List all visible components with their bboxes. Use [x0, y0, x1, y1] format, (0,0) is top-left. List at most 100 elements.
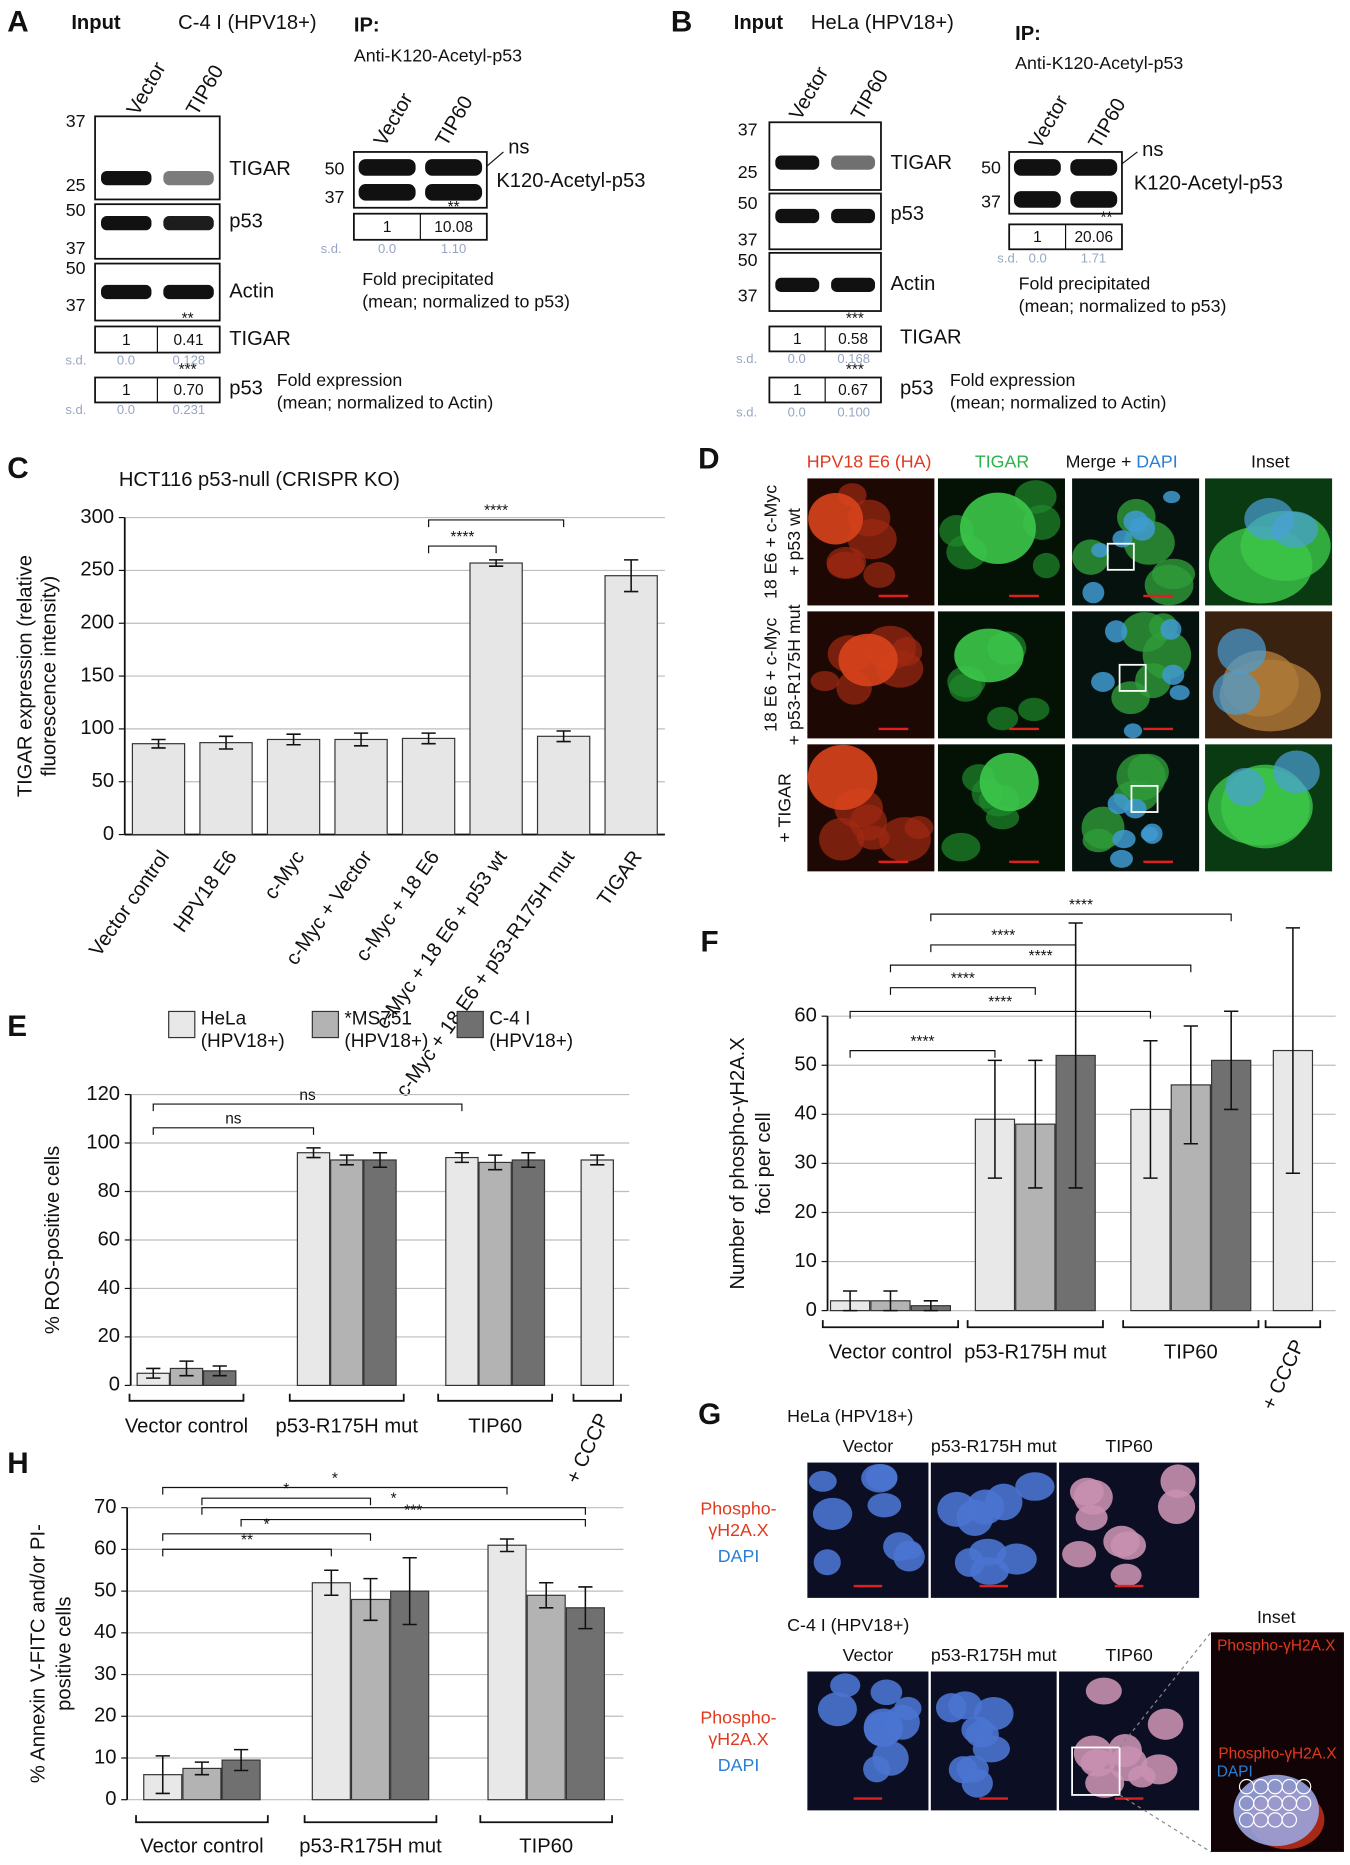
cell	[1062, 1540, 1097, 1568]
inset-guide	[1119, 1631, 1212, 1853]
error-bar	[218, 735, 234, 750]
error-bar	[212, 1365, 227, 1377]
bar	[580, 1159, 614, 1386]
cell	[941, 832, 981, 862]
cell	[830, 1673, 861, 1698]
cell	[1144, 564, 1194, 606]
ip-title: IP:	[1015, 23, 1041, 45]
sd-value: 0.0	[788, 405, 806, 420]
sd-value: 0.231	[173, 402, 206, 417]
band	[1013, 159, 1061, 176]
x-tick-label: p53-R175H mut	[964, 1342, 1107, 1364]
cell	[810, 670, 840, 692]
cell	[1085, 1677, 1122, 1705]
bar	[390, 1590, 430, 1801]
lane-label: TIP60	[432, 92, 478, 150]
cell	[1111, 681, 1150, 715]
cell	[1140, 826, 1159, 842]
mw-marker: 37	[981, 192, 1001, 212]
blot	[94, 115, 221, 201]
cell	[1080, 1749, 1115, 1777]
mw-marker: 37	[738, 119, 758, 139]
significance: ***	[179, 361, 197, 378]
y-tick-label: 0	[105, 1788, 116, 1810]
band	[101, 284, 152, 300]
cell	[954, 1548, 985, 1577]
y-axis-label: fluorescence intensity)	[38, 576, 60, 777]
bar	[604, 575, 658, 836]
error-bar	[883, 1290, 898, 1312]
cell	[1082, 581, 1105, 604]
quant-value: 1	[1033, 229, 1042, 246]
ns-pointer	[1121, 151, 1138, 165]
row-label: 18 E6 + c-Myc	[760, 618, 780, 732]
error-bar	[488, 1154, 503, 1171]
bar	[478, 1161, 512, 1386]
mw-marker: 50	[325, 158, 345, 178]
cell-line: HeLa (HPV18+)	[787, 1406, 913, 1426]
band	[775, 155, 820, 170]
significance: ****	[484, 503, 508, 520]
y-axis-label: positive cells	[54, 1597, 76, 1711]
y-tick-label: 0	[806, 1299, 817, 1321]
y-tick-label: 10	[94, 1746, 116, 1768]
band	[163, 216, 214, 231]
error-bar	[923, 1300, 938, 1312]
mw-marker: 25	[738, 162, 758, 182]
cell-line: C-4 I (HPV18+)	[787, 1615, 909, 1635]
cell	[813, 1549, 841, 1576]
band	[1070, 191, 1118, 208]
band	[831, 155, 876, 170]
quant-value: 0.67	[838, 382, 868, 399]
cell	[808, 1470, 837, 1492]
sd-label: s.d.	[736, 351, 757, 366]
cell	[1091, 671, 1115, 692]
stain-label: γH2A.X	[708, 1520, 768, 1540]
ns-label: ns	[1142, 139, 1163, 161]
stain-label: DAPI	[1217, 1763, 1253, 1780]
x-tick-label: Vector control	[125, 1415, 248, 1437]
error-bar	[590, 1154, 605, 1166]
legend-swatch	[456, 1010, 484, 1039]
blot	[94, 203, 221, 260]
ip-antibody: Anti-K120-Acetyl-p53	[354, 46, 522, 66]
cell	[861, 1463, 898, 1493]
cell	[1110, 1563, 1142, 1587]
cell	[807, 744, 878, 811]
bar	[469, 562, 523, 836]
band	[775, 277, 820, 293]
significance: ****	[911, 1033, 935, 1050]
mw-marker: 37	[66, 238, 86, 258]
cell	[863, 562, 896, 588]
inset-box	[1071, 1746, 1121, 1796]
x-tick-label: p53-R175H mut	[276, 1415, 419, 1437]
cell	[826, 551, 865, 580]
x-tick-label: p53-R175H mut	[299, 1836, 442, 1858]
error-bar	[521, 1151, 536, 1169]
y-axis-label: foci per cell	[753, 1112, 775, 1214]
y-tick-label: 20	[794, 1201, 816, 1223]
caption: (mean; normalized to Actin)	[950, 392, 1167, 412]
band	[358, 184, 416, 201]
cell	[863, 1755, 891, 1783]
lane-label: Vector	[1025, 92, 1073, 153]
panel-letter: A	[7, 6, 28, 39]
sd-label: s.d.	[736, 405, 757, 420]
band	[1013, 191, 1061, 208]
mw-marker: 37	[738, 230, 758, 250]
legend-label: C-4 I (HPV18+)	[489, 1009, 574, 1052]
cell	[1140, 1754, 1178, 1785]
mw-marker: 37	[66, 295, 86, 315]
bar	[565, 1607, 605, 1801]
significance: ***	[846, 310, 864, 327]
stain-label: DAPI	[718, 1546, 760, 1566]
row-label: 18 E6 + c-Myc	[760, 485, 780, 599]
x-tick-label: c-Myc	[260, 847, 309, 904]
sd-value: 0.0	[788, 351, 806, 366]
cell	[1018, 697, 1050, 722]
significance-bracket	[849, 1010, 1152, 1019]
focus	[1295, 1795, 1312, 1811]
column-header: TIP60	[1105, 1645, 1153, 1665]
significance-bracket	[201, 1507, 586, 1515]
panel-letter: H	[7, 1447, 28, 1480]
